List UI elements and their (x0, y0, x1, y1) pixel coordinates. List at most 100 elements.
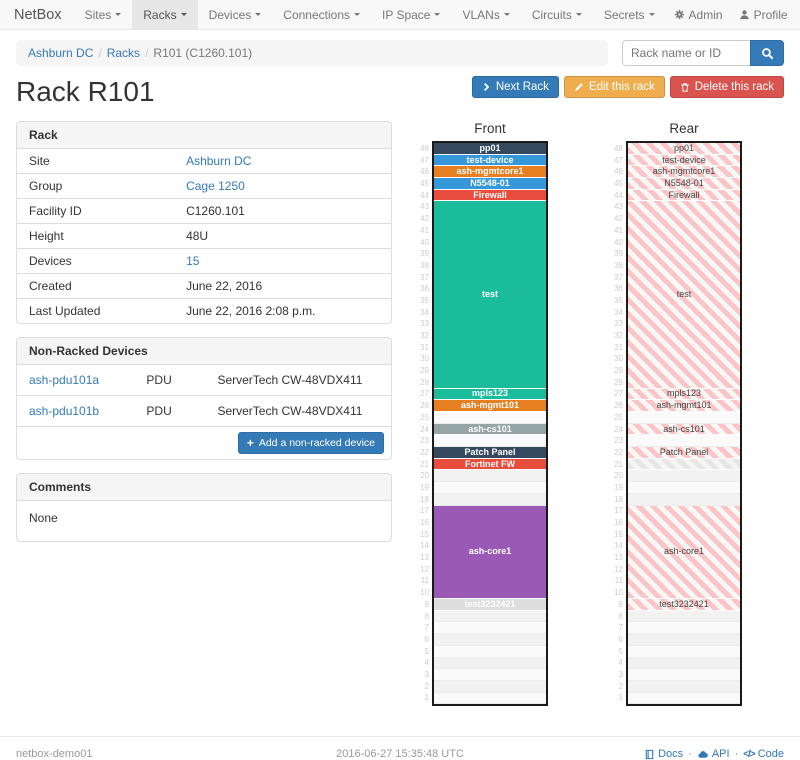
rack-slot-rear-test-device[interactable]: test-device (628, 154, 740, 167)
nav-item-secrets[interactable]: Secrets (593, 0, 666, 29)
rack-device-label: mpls123 (471, 388, 509, 399)
search-button[interactable] (750, 40, 784, 66)
breadcrumb-item-ashburn-dc[interactable]: Ashburn DC (28, 46, 94, 60)
unit-number: 5 (424, 646, 429, 656)
attr-value-group[interactable]: Cage 1250 (186, 179, 245, 193)
nav-item-sites[interactable]: Sites (74, 0, 133, 29)
nav-item-label: VLANs (462, 7, 500, 22)
unit-number: 45 (614, 179, 623, 189)
empty-unit (434, 634, 546, 646)
footer-link-docs[interactable]: Docs (644, 748, 683, 760)
rack-slot-front-n5548-01[interactable]: N5548-01 (434, 178, 546, 190)
unit-number: 13 (420, 553, 429, 563)
rack-slot-rear-fortinet-fw[interactable] (628, 458, 740, 471)
unit-number: 10 (420, 588, 429, 598)
next-rack-button[interactable]: Next Rack (471, 76, 559, 98)
footer-link-separator: · (734, 748, 739, 760)
unit-number: 8 (424, 611, 429, 621)
rack-slot-front-fortinet-fw[interactable]: Fortinet FW (434, 458, 546, 471)
footer-link-api[interactable]: API (697, 748, 730, 760)
rack-slot-front-mpls123[interactable]: mpls123 (434, 388, 546, 401)
rack-slot-rear-test3232421[interactable]: test3232421 (628, 599, 740, 611)
empty-unit (628, 482, 740, 494)
rack-device-label: ash-core1 (468, 546, 512, 557)
rack-slot-front-ash-cs101[interactable]: ash-cs101 (434, 423, 546, 436)
empty-unit (434, 412, 546, 424)
navbar: NetBox Sites Racks Devices Connections IP Sp… (0, 0, 800, 30)
nav-admin-link[interactable]: Admin (666, 0, 731, 29)
caret-down-icon (648, 13, 655, 16)
nav-profile-link[interactable]: Profile (731, 0, 796, 29)
rack-device-label: ash-mgmtcore1 (652, 166, 716, 177)
rack-slot-rear-ash-mgmt101[interactable]: ash-mgmt101 (628, 400, 740, 412)
nav-item-racks[interactable]: Racks (132, 0, 198, 29)
footer-link-code[interactable]: </> Code (743, 748, 784, 760)
empty-unit (434, 669, 546, 681)
caret-down-icon (180, 13, 187, 16)
rack-device-label: ash-mgmt101 (460, 400, 520, 411)
rack-device-label: ash-cs101 (468, 423, 512, 434)
device-link-ash-pdu101a[interactable]: ash-pdu101a (29, 373, 100, 387)
nav-item-devices[interactable]: Devices (198, 0, 273, 29)
rack-attr-row: Group Cage 1250 (17, 173, 391, 198)
rack-slot-front-pp01[interactable]: pp01 (434, 143, 546, 155)
unit-number: 34 (614, 307, 623, 317)
nav-log-out-link[interactable]: Log out (796, 0, 800, 29)
rack-slot-rear-pp01[interactable]: pp01 (628, 143, 740, 155)
nav-item-connections[interactable]: Connections (272, 0, 371, 29)
rack-slot-front-test3232421[interactable]: test3232421 (434, 599, 546, 611)
rack-slot-front-test[interactable]: test (434, 201, 546, 389)
footer-hostname: netbox-demo01 (16, 748, 93, 760)
unit-number: 1 (618, 693, 623, 703)
breadcrumb-separator: / (98, 46, 102, 60)
attr-value-site[interactable]: Ashburn DC (186, 154, 252, 168)
attr-value-created: June 22, 2016 (186, 279, 263, 293)
search-input[interactable] (622, 40, 750, 66)
front-elevation-title: Front (474, 121, 506, 136)
unit-number: 32 (614, 331, 623, 340)
comments-panel: Comments None (16, 473, 392, 542)
breadcrumb-item-racks[interactable]: Racks (106, 46, 141, 60)
unit-number: 38 (614, 260, 623, 270)
rack-slot-front-ash-core1[interactable]: ash-core1 (434, 505, 546, 600)
unit-number: 35 (614, 295, 623, 305)
nav-item-ip-space[interactable]: IP Space (371, 0, 451, 29)
caret-down-icon (503, 13, 510, 16)
edit-this-rack-button[interactable]: Edit this rack (563, 76, 665, 98)
nav-item-label: Admin (688, 7, 723, 22)
delete-this-rack-button[interactable]: Delete this rack (669, 76, 784, 98)
rear-elevation: Rear 48 47 46 45 44 43 42 41 40 39 38 37 36 35 34 33 32 3… (612, 121, 742, 707)
book-icon (644, 749, 655, 760)
unit-number: 28 (420, 377, 429, 387)
device-model: ServerTech CW-48VDX411 (217, 404, 363, 418)
unit-number: 42 (420, 214, 429, 224)
rack-slot-rear-ash-cs101[interactable]: ash-cs101 (628, 423, 740, 436)
rack-slot-rear-test[interactable]: test (628, 201, 740, 389)
rack-slot-rear-n5548-01[interactable]: N5548-01 (628, 178, 740, 190)
rack-slot-rear-ash-core1[interactable]: ash-core1 (628, 505, 740, 600)
rack-slot-rear-firewall[interactable]: Firewall (628, 189, 740, 202)
empty-unit (628, 680, 740, 693)
attr-label: Site (29, 154, 50, 168)
rack-slot-front-patch-panel[interactable]: Patch Panel (434, 447, 546, 459)
attr-value-devices[interactable]: 15 (186, 254, 200, 268)
rack-slot-front-firewall[interactable]: Firewall (434, 189, 546, 202)
unit-number: 40 (614, 237, 623, 247)
rack-slot-front-test-device[interactable]: test-device (434, 154, 546, 167)
unit-number: 22 (420, 447, 429, 457)
rear-unit-numbers: 48 47 46 45 44 43 42 41 40 39 38 37 36 35 34 33 32 31 30 29… (612, 141, 626, 706)
device-link-ash-pdu101b[interactable]: ash-pdu101b (29, 404, 100, 418)
rack-slot-front-ash-mgmt101[interactable]: ash-mgmt101 (434, 400, 546, 412)
nav-item-circuits[interactable]: Circuits (521, 0, 593, 29)
nav-item-vlans[interactable]: VLANs (451, 0, 520, 29)
attr-label: Devices (29, 254, 72, 268)
rack-slot-rear-patch-panel[interactable]: Patch Panel (628, 447, 740, 459)
unit-number: 6 (618, 634, 623, 644)
unit-number: 10 (614, 588, 623, 598)
rack-slot-rear-ash-mgmtcore1[interactable]: ash-mgmtcore1 (628, 166, 740, 179)
add-non-racked-device-button[interactable]: + Add a non-racked device (237, 432, 384, 454)
rack-slot-rear-mpls123[interactable]: mpls123 (628, 388, 740, 401)
rack-slot-front-ash-mgmtcore1[interactable]: ash-mgmtcore1 (434, 166, 546, 179)
brand-logo[interactable]: NetBox (14, 6, 62, 23)
rack-device-label: test3232421 (659, 598, 709, 609)
